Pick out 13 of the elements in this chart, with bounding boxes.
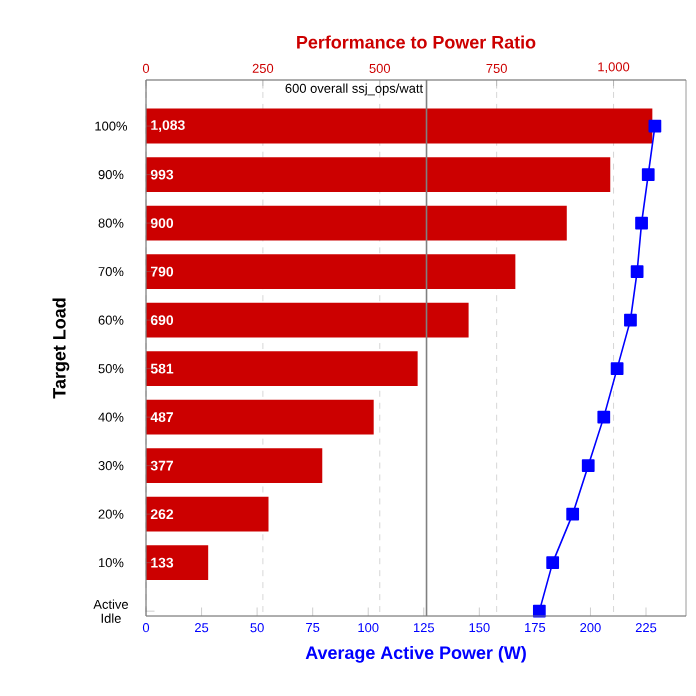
point xyxy=(641,168,655,181)
point xyxy=(546,556,560,570)
x-axis-title: Average Active Power (W) xyxy=(305,645,526,663)
point xyxy=(630,265,644,278)
x2-axis-title: Performance to Power Ratio xyxy=(297,35,536,49)
point xyxy=(597,410,611,424)
point xyxy=(648,119,662,133)
point xyxy=(581,459,595,473)
point xyxy=(635,216,648,230)
point xyxy=(566,507,580,521)
point xyxy=(624,313,637,327)
y-axis-title: Target Load xyxy=(52,298,70,399)
point xyxy=(610,362,624,375)
